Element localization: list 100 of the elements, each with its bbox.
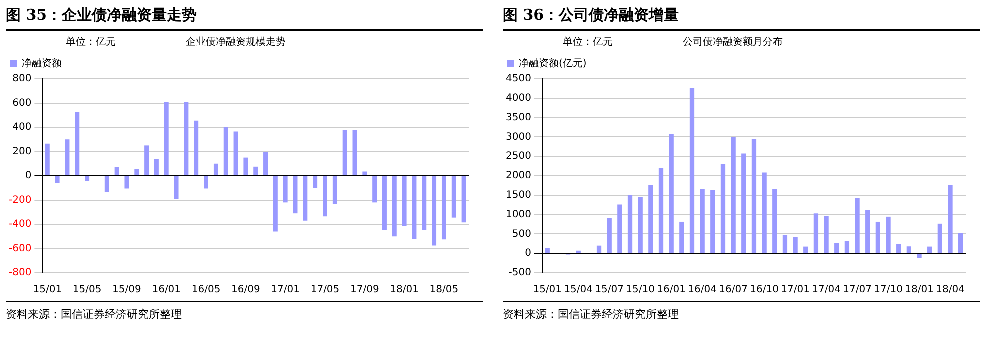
bar <box>214 164 218 176</box>
chart-title: 图 36：公司债净融资增量 <box>503 4 980 31</box>
bar <box>55 176 60 184</box>
bar <box>742 154 746 254</box>
bar <box>690 88 695 254</box>
bar <box>710 190 716 254</box>
x-tick-label: 16/01 <box>657 284 686 296</box>
bar <box>680 222 684 254</box>
text: 资料来源：国信证券经济研究所整理 <box>6 301 483 322</box>
bar <box>917 254 922 258</box>
bar <box>804 246 808 254</box>
bar <box>65 140 70 176</box>
bar <box>204 176 209 189</box>
y-tick-label: 0 <box>25 170 32 182</box>
bar <box>114 168 120 176</box>
x-tick-label: 15/05 <box>72 284 102 296</box>
bar <box>432 176 437 246</box>
y-tick-label: 600 <box>12 98 32 109</box>
y-tick-label: 3500 <box>506 112 532 124</box>
bar <box>824 216 829 254</box>
bar <box>658 168 664 254</box>
bar <box>896 244 902 254</box>
bar <box>244 158 248 176</box>
x-tick-label: 16/04 <box>688 284 717 296</box>
bar <box>392 176 397 237</box>
bar <box>938 224 942 254</box>
y-tick-label: -600 <box>8 243 32 254</box>
bar <box>313 176 318 188</box>
x-tick-label: 17/10 <box>874 284 903 296</box>
bar <box>648 185 654 254</box>
bar <box>762 172 767 254</box>
x-tick-label: 15/10 <box>626 284 656 296</box>
x-tick-label: 15/01 <box>533 284 562 296</box>
bar <box>793 237 798 254</box>
bar <box>720 164 726 254</box>
y-tick-label: -500 <box>508 268 532 279</box>
y-tick-label: 4500 <box>506 74 532 85</box>
y-tick-label: 4000 <box>506 92 532 104</box>
x-tick-label: 16/07 <box>719 284 748 296</box>
bar <box>452 176 456 218</box>
bar <box>906 246 912 254</box>
x-tick-label: 16/09 <box>232 284 260 296</box>
chart-subtitle: 公司债净融资额月分布 <box>683 36 783 49</box>
bar <box>362 172 368 176</box>
x-tick-label: 17/05 <box>310 284 340 296</box>
bar <box>224 128 228 176</box>
bar <box>814 214 819 254</box>
x-tick-label: 17/04 <box>812 284 841 296</box>
y-tick-label: -800 <box>8 268 32 279</box>
bar <box>422 176 427 230</box>
bar <box>323 176 328 217</box>
legend-label: 净融资额(亿元) <box>519 58 587 70</box>
x-tick-label: 16/05 <box>192 284 221 296</box>
y-axis-title: 单位：亿元 <box>66 36 116 49</box>
bar <box>886 216 891 254</box>
bar <box>628 195 633 254</box>
x-tick-label: 15/07 <box>595 284 624 296</box>
y-axis-title: 单位：亿元 <box>563 36 613 49</box>
x-tick-label: 15/04 <box>564 284 594 296</box>
bar <box>958 233 964 254</box>
bar <box>412 176 417 240</box>
bar <box>124 176 130 189</box>
chart-title: 图 35：企业债净融资量走势 <box>6 4 483 31</box>
x-tick-label: 15/01 <box>33 284 62 296</box>
x-tick-label: 17/09 <box>350 284 380 296</box>
bar <box>462 176 466 223</box>
x-tick-label: 18/01 <box>390 284 419 296</box>
bar <box>45 144 50 176</box>
x-tick-label: 18/05 <box>430 284 459 296</box>
y-tick-label: 500 <box>512 228 532 240</box>
bar <box>700 189 705 254</box>
bar <box>876 222 881 254</box>
bar <box>85 176 90 182</box>
bar <box>948 185 953 254</box>
x-tick-label: 16/10 <box>750 284 779 296</box>
bar <box>164 102 169 176</box>
y-tick-label: 0 <box>525 248 532 260</box>
bar <box>184 102 189 176</box>
x-tick-label: 17/07 <box>843 284 872 296</box>
bar <box>402 176 407 226</box>
bar <box>234 132 238 176</box>
bar <box>752 138 757 254</box>
bar <box>154 159 159 176</box>
y-tick-label: 1500 <box>506 190 532 201</box>
y-tick-label: 200 <box>12 146 32 158</box>
x-tick-label: 17/01 <box>781 284 810 296</box>
bar <box>866 210 870 254</box>
bar <box>928 246 932 254</box>
bar <box>844 240 850 254</box>
bar <box>75 112 80 176</box>
y-tick-label: 2000 <box>506 170 532 182</box>
bar <box>342 130 348 176</box>
bar <box>607 218 612 254</box>
bar <box>303 176 308 221</box>
bar <box>332 176 338 204</box>
bar <box>134 169 140 176</box>
bar <box>638 197 643 254</box>
y-tick-label: 1000 <box>506 209 532 220</box>
bar <box>596 246 602 254</box>
bar <box>669 134 674 254</box>
